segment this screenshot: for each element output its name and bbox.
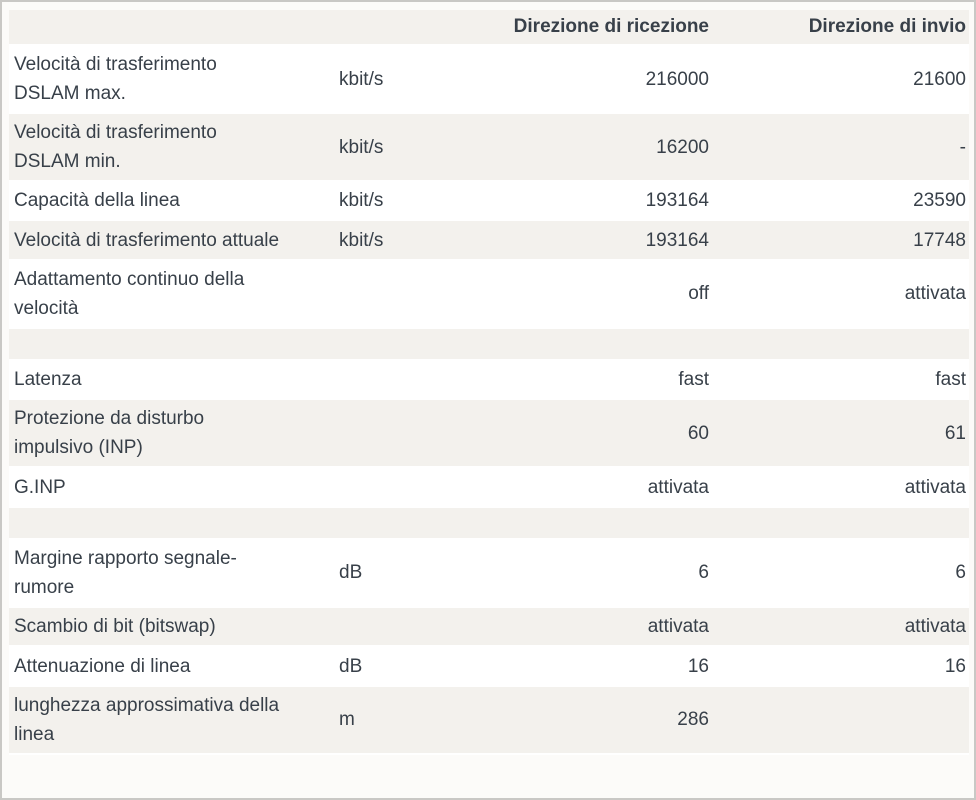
header-send-direction: Direzione di invio xyxy=(711,10,969,45)
table-spacer-row xyxy=(9,327,969,360)
row-send-value xyxy=(711,685,969,754)
row-receive-value: 6 xyxy=(461,538,711,607)
row-label xyxy=(9,327,331,360)
row-receive-value: fast xyxy=(461,359,711,400)
row-receive-value: 193164 xyxy=(461,181,711,221)
row-label xyxy=(9,506,331,539)
row-label: lunghezza approssimativa della linea xyxy=(9,685,331,754)
table-row: Adattamento continuo della velocità off … xyxy=(9,259,969,328)
row-receive-value: 60 xyxy=(461,399,711,468)
row-unit: m xyxy=(331,685,461,754)
row-label: Attenuazione di linea xyxy=(9,646,331,686)
row-send-value: fast xyxy=(711,359,969,400)
row-unit: dB xyxy=(331,538,461,607)
row-label-text: Velocità di trasferimento attuale xyxy=(14,229,280,251)
row-label-text: Margine rapporto segnale-rumore xyxy=(14,547,237,598)
row-receive-value xyxy=(461,327,711,360)
row-label: Capacità della linea xyxy=(9,181,331,221)
row-label: Margine rapporto segnale-rumore xyxy=(9,538,331,607)
row-send-value: 23590 xyxy=(711,181,969,221)
table-row: G.INP attivata attivata xyxy=(9,467,969,507)
row-send-value: attivata xyxy=(711,606,969,647)
row-receive-value: 16200 xyxy=(461,113,711,181)
row-label: Protezione da disturbo impulsivo (INP) xyxy=(9,399,331,468)
row-label-text: Adattamento continuo della velocità xyxy=(14,268,245,319)
row-label-text: G.INP xyxy=(14,476,66,498)
row-send-value: attivata xyxy=(711,467,969,507)
row-send-value: 61 xyxy=(711,399,969,468)
table-row: Velocità di trasferimento DSLAM max. kbi… xyxy=(9,45,969,113)
row-label-text: Velocità di trasferimento DSLAM max. xyxy=(14,54,217,104)
row-receive-value xyxy=(461,506,711,539)
row-label: G.INP xyxy=(9,467,331,507)
header-empty-label-cell xyxy=(9,10,331,45)
row-label-text: Attenuazione di linea xyxy=(14,655,191,677)
row-send-value: 21600 xyxy=(711,45,969,113)
row-receive-value: 216000 xyxy=(461,45,711,113)
row-receive-value: attivata xyxy=(461,467,711,507)
table-row: Latenza fast fast xyxy=(9,359,969,400)
row-unit xyxy=(331,259,461,328)
row-label: Scambio di bit (bitswap) xyxy=(9,606,331,647)
row-send-value: 6 xyxy=(711,538,969,607)
row-label-text: Velocità di trasferimento DSLAM min. xyxy=(14,122,217,172)
row-label-text: Scambio di bit (bitswap) xyxy=(14,616,216,638)
row-label: Adattamento continuo della velocità xyxy=(9,259,331,328)
row-receive-value: attivata xyxy=(461,606,711,647)
row-unit xyxy=(331,399,461,468)
row-label: Latenza xyxy=(9,359,331,400)
row-unit: kbit/s xyxy=(331,220,461,260)
row-unit: kbit/s xyxy=(331,181,461,221)
table-row: Capacità della linea kbit/s 193164 23590 xyxy=(9,181,969,221)
table-row: Protezione da disturbo impulsivo (INP) 6… xyxy=(9,399,969,468)
table-row: Velocità di trasferimento attuale kbit/s… xyxy=(9,220,969,260)
row-send-value xyxy=(711,327,969,360)
row-unit xyxy=(331,359,461,400)
row-send-value xyxy=(711,506,969,539)
row-send-value: attivata xyxy=(711,259,969,328)
row-label: Velocità di trasferimento attuale xyxy=(9,220,331,260)
table-spacer-row xyxy=(9,506,969,539)
table-row: Scambio di bit (bitswap) attivata attiva… xyxy=(9,606,969,647)
row-receive-value: 16 xyxy=(461,646,711,686)
row-send-value: 17748 xyxy=(711,220,969,260)
header-empty-unit-cell xyxy=(331,10,461,45)
row-send-value: - xyxy=(711,113,969,181)
table-row: Velocità di trasferimento DSLAM min. kbi… xyxy=(9,113,969,181)
row-receive-value: off xyxy=(461,259,711,328)
row-unit xyxy=(331,506,461,539)
table-body: Velocità di trasferimento DSLAM max. kbi… xyxy=(9,45,969,754)
row-label-text: Protezione da disturbo impulsivo (INP) xyxy=(14,408,205,459)
row-unit: kbit/s xyxy=(331,45,461,113)
row-receive-value: 193164 xyxy=(461,220,711,260)
row-label: Velocità di trasferimento DSLAM min. xyxy=(9,113,331,181)
table-row: Attenuazione di linea dB 16 16 xyxy=(9,646,969,686)
table-header-row: Direzione di ricezione Direzione di invi… xyxy=(9,10,969,45)
row-unit: dB xyxy=(331,646,461,686)
row-unit xyxy=(331,606,461,647)
row-label-text: Latenza xyxy=(14,369,82,391)
table-row: lunghezza approssimativa della linea m 2… xyxy=(9,685,969,754)
header-receive-direction: Direzione di ricezione xyxy=(461,10,711,45)
row-label-text: Capacità della linea xyxy=(14,190,180,212)
row-unit xyxy=(331,327,461,360)
dsl-info-table: Direzione di ricezione Direzione di invi… xyxy=(9,10,969,755)
table-row: Margine rapporto segnale-rumore dB 6 6 xyxy=(9,538,969,607)
row-unit: kbit/s xyxy=(331,113,461,181)
row-send-value: 16 xyxy=(711,646,969,686)
row-label: Velocità di trasferimento DSLAM max. xyxy=(9,45,331,113)
row-unit xyxy=(331,467,461,507)
row-receive-value: 286 xyxy=(461,685,711,754)
row-label-text: lunghezza approssimativa della linea xyxy=(14,694,280,745)
